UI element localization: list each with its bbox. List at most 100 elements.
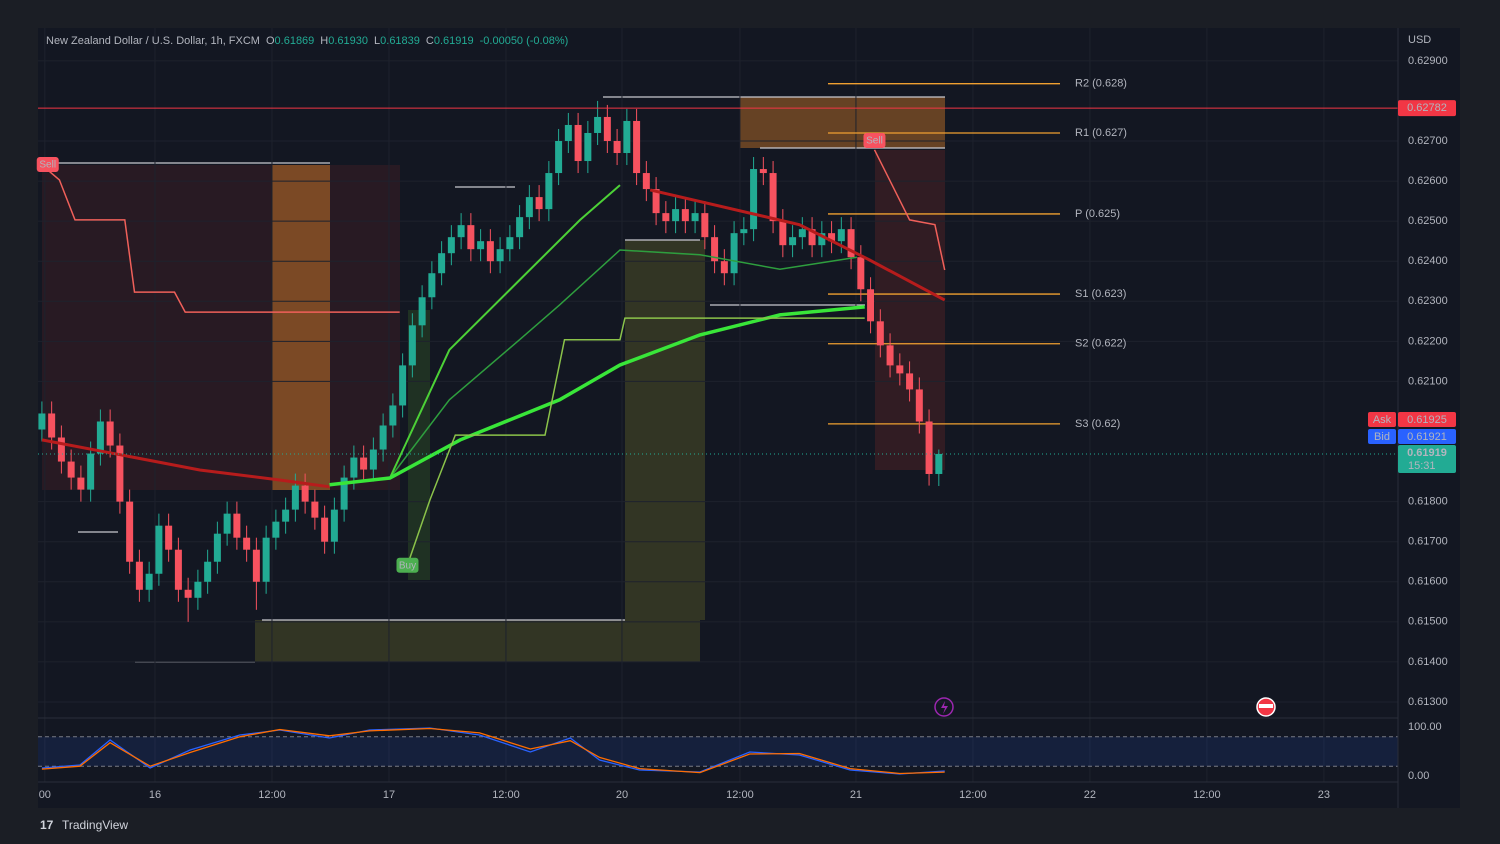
x-tick-label: 21 xyxy=(850,789,862,801)
candle-body xyxy=(233,513,241,538)
candle-body xyxy=(750,169,758,230)
candle-body xyxy=(867,289,875,322)
candle-body xyxy=(808,229,816,246)
candle-body xyxy=(252,549,260,582)
x-tick-label: 17 xyxy=(383,789,395,801)
candle-body xyxy=(818,233,826,246)
candle-body xyxy=(759,169,767,174)
candle-body xyxy=(603,116,611,141)
candle-body xyxy=(155,525,163,574)
candle-body xyxy=(135,561,143,590)
candle-body xyxy=(447,237,455,254)
candle-body xyxy=(837,229,845,242)
signal-label: Buy xyxy=(399,560,416,571)
header-text: 0.61919 xyxy=(434,35,474,47)
candle-body xyxy=(408,325,416,366)
candle-body xyxy=(535,197,543,210)
candle-body xyxy=(428,273,436,298)
y-tick-label: 0.62700 xyxy=(1408,135,1448,147)
event-icon-bolt xyxy=(941,701,948,714)
y-tick-label: 0.61700 xyxy=(1408,536,1448,548)
candle-body xyxy=(594,116,602,133)
candle-body xyxy=(662,213,670,222)
candle-body xyxy=(262,537,270,582)
signal-marker xyxy=(396,557,419,573)
candle-body xyxy=(711,237,719,262)
candle-body xyxy=(272,521,280,538)
indicator-line xyxy=(389,249,858,479)
candle-body xyxy=(389,405,397,426)
bid-value: 0.61921 xyxy=(1407,431,1447,443)
candle-body xyxy=(584,132,592,162)
indicator-zones xyxy=(38,96,945,663)
brand-logo: 17 xyxy=(40,818,54,832)
candle-body xyxy=(57,437,65,462)
y-tick-label: 0.61400 xyxy=(1408,656,1448,668)
candle-body xyxy=(38,413,46,430)
ask-name: Ask xyxy=(1373,414,1392,426)
ask-tag xyxy=(1398,411,1456,427)
pivot-label: S3 (0.62) xyxy=(1075,418,1120,430)
orange-zone xyxy=(740,97,945,148)
y-tick-label: 0.61800 xyxy=(1408,496,1448,508)
price-tag xyxy=(1398,100,1456,117)
candle-body xyxy=(896,365,904,374)
symbol-header: New Zealand Dollar / U.S. Dollar, 1h, FX… xyxy=(46,35,568,47)
ask-name-tag xyxy=(1368,411,1396,427)
indicator-line xyxy=(388,184,621,479)
bid-name-tag xyxy=(1368,428,1396,444)
plot: R2 (0.628) R1 (0.627) P (0.625) S1 (0.623) S… xyxy=(36,78,1398,775)
signal-marker xyxy=(36,157,59,173)
candle-body xyxy=(321,517,329,542)
candle-body xyxy=(477,241,485,250)
candle-body xyxy=(701,213,709,238)
candle-body xyxy=(301,485,309,502)
candle-body xyxy=(360,457,368,470)
candle-body xyxy=(223,513,231,534)
candle-body xyxy=(857,257,865,290)
y-tick-label: 0.62500 xyxy=(1408,215,1448,227)
header-text: H xyxy=(320,35,328,47)
x-tick-label: 22 xyxy=(1084,789,1096,801)
x-tick-label: 12:00 xyxy=(959,789,987,801)
sell-zone xyxy=(875,150,945,470)
candle-body xyxy=(204,561,212,582)
candle-body xyxy=(516,217,524,238)
bid-tag xyxy=(1398,428,1456,444)
candle-body xyxy=(96,421,104,454)
signal-marker xyxy=(863,132,886,148)
candle-body xyxy=(77,477,85,490)
x-tick-label: 12:00 xyxy=(726,789,754,801)
candle-body xyxy=(740,229,748,234)
candle-body xyxy=(496,249,504,262)
candle-body xyxy=(613,140,621,154)
candle-body xyxy=(769,173,777,222)
candle-body xyxy=(457,225,465,238)
candle-body xyxy=(935,453,943,474)
candle-body xyxy=(243,537,251,550)
candle-body xyxy=(691,213,699,222)
candle-body xyxy=(106,421,114,446)
price-tag-text: 0.61919 xyxy=(1407,447,1447,459)
candle-body xyxy=(906,373,914,390)
candle-body xyxy=(126,501,134,562)
candle-body xyxy=(282,509,290,522)
candle-body xyxy=(925,421,933,474)
brand-name: TradingView xyxy=(62,818,128,832)
candle-body xyxy=(730,233,738,274)
indicator-line xyxy=(406,317,865,566)
countdown: 15:31 xyxy=(1408,460,1436,472)
candle-body xyxy=(213,533,221,562)
y-tick-label: 0.62100 xyxy=(1408,375,1448,387)
ask-value: 0.61925 xyxy=(1407,414,1447,426)
osc-tick-label: 0.00 xyxy=(1408,770,1429,782)
price-tag-text: 0.62782 xyxy=(1407,102,1447,114)
candle-body xyxy=(48,413,56,438)
pivot-label: R1 (0.627) xyxy=(1075,127,1127,139)
y-tick-label: 0.61600 xyxy=(1408,576,1448,588)
y-tick-label: 0.62200 xyxy=(1408,335,1448,347)
x-tick-label: 12:00 xyxy=(258,789,286,801)
candle-body xyxy=(438,253,446,274)
candle-body xyxy=(506,237,514,250)
candle-body xyxy=(486,241,494,262)
